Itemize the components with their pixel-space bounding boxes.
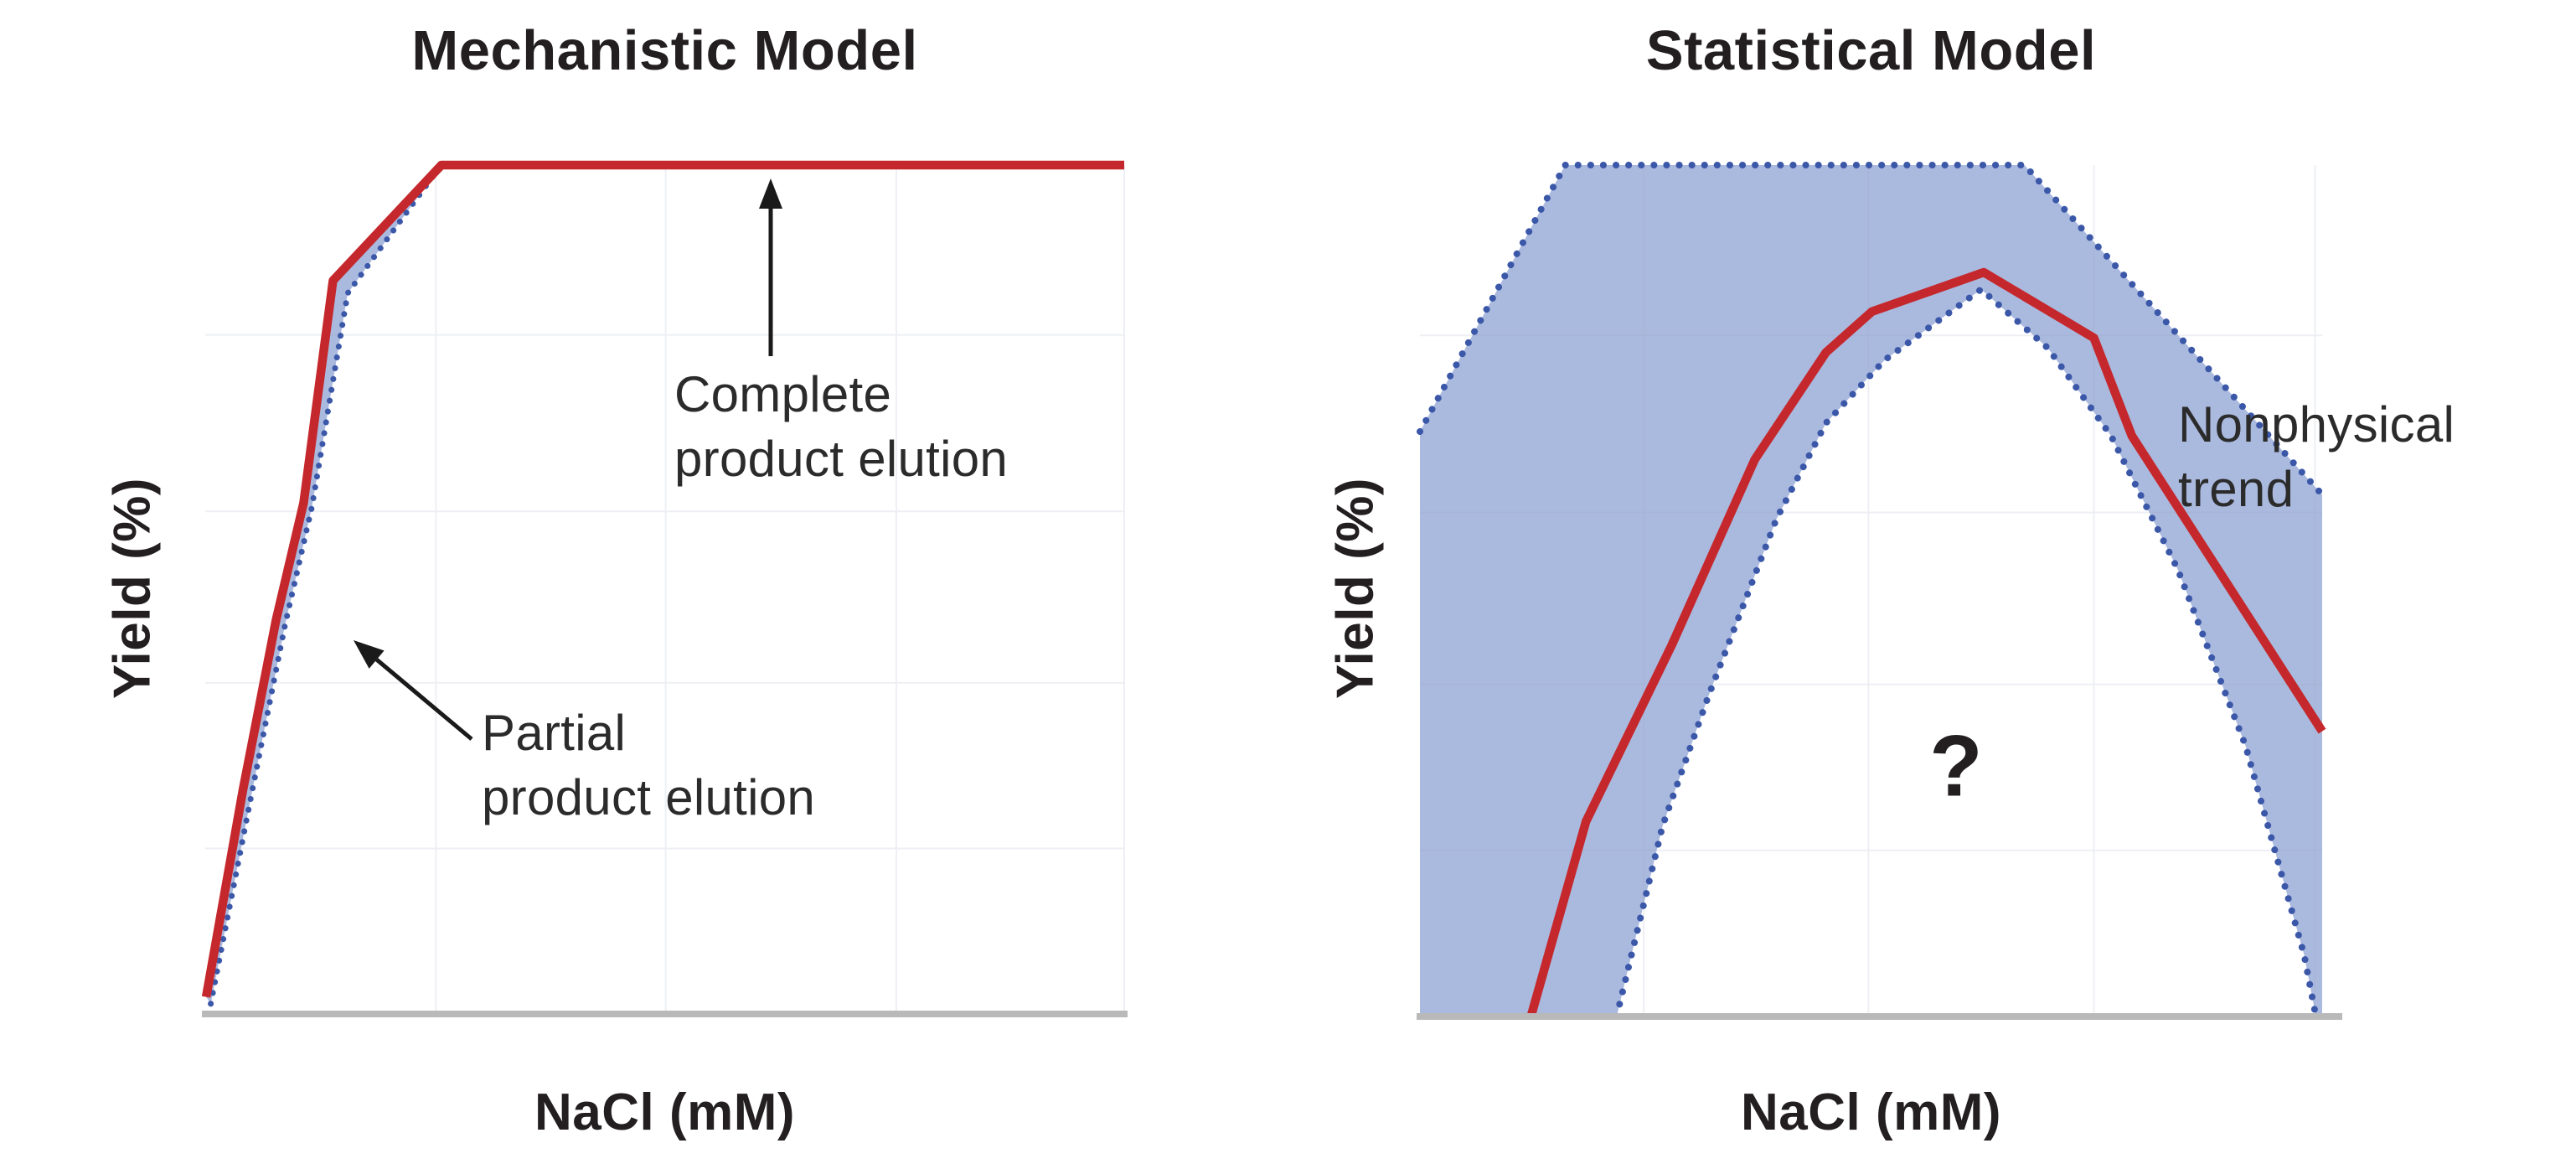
annotation-nonphysical-trend: Nonphysical trend — [2178, 396, 2455, 517]
mechanistic-plot-area: Complete product elution Partial product… — [201, 160, 1128, 1017]
mechanistic-gridlines — [205, 165, 1125, 1014]
annotation-question-mark: ? — [1929, 717, 1983, 815]
statistical-gridlines — [1420, 165, 2322, 1016]
mechanistic-annotation-arrow-0 — [759, 178, 782, 356]
annotation-partial-product-elution: Partial product elution — [482, 705, 816, 825]
statistical-confidence-bound-inner — [1613, 285, 2320, 1020]
annotation-complete-product-elution: Complete product elution — [674, 366, 1009, 487]
statistical-confidence-band — [1420, 165, 2322, 1016]
mechanistic-annotation-arrow-1 — [354, 640, 473, 741]
mechanistic-confidence-band — [206, 165, 441, 1004]
statistical-plot-canvas — [1417, 162, 2342, 1020]
x-axis-label-mechanistic: NaCl (mM) — [534, 1084, 796, 1141]
statistical-plot-area: Nonphysical trend ? — [1417, 162, 2455, 1020]
mechanistic-arrowhead-0 — [759, 178, 782, 209]
x-axis-label-statistical: NaCl (mM) — [1740, 1084, 2002, 1141]
y-axis-label-mechanistic: Yield (%) — [103, 477, 162, 700]
statistical-confidence-bound-outer — [1417, 162, 2326, 499]
mechanistic-model-prediction — [201, 160, 1124, 998]
mechanistic-arrowhead-1 — [354, 640, 385, 669]
mechanistic-confidence-bound — [208, 165, 442, 1007]
chart-title-mechanistic: Mechanistic Model — [411, 19, 918, 82]
mechanistic-plot-canvas — [201, 160, 1128, 1017]
y-axis-label-statistical: Yield (%) — [1326, 477, 1385, 700]
chart-title-statistical: Statistical Model — [1645, 19, 2097, 82]
statistical-model-prediction — [1526, 267, 2326, 1018]
